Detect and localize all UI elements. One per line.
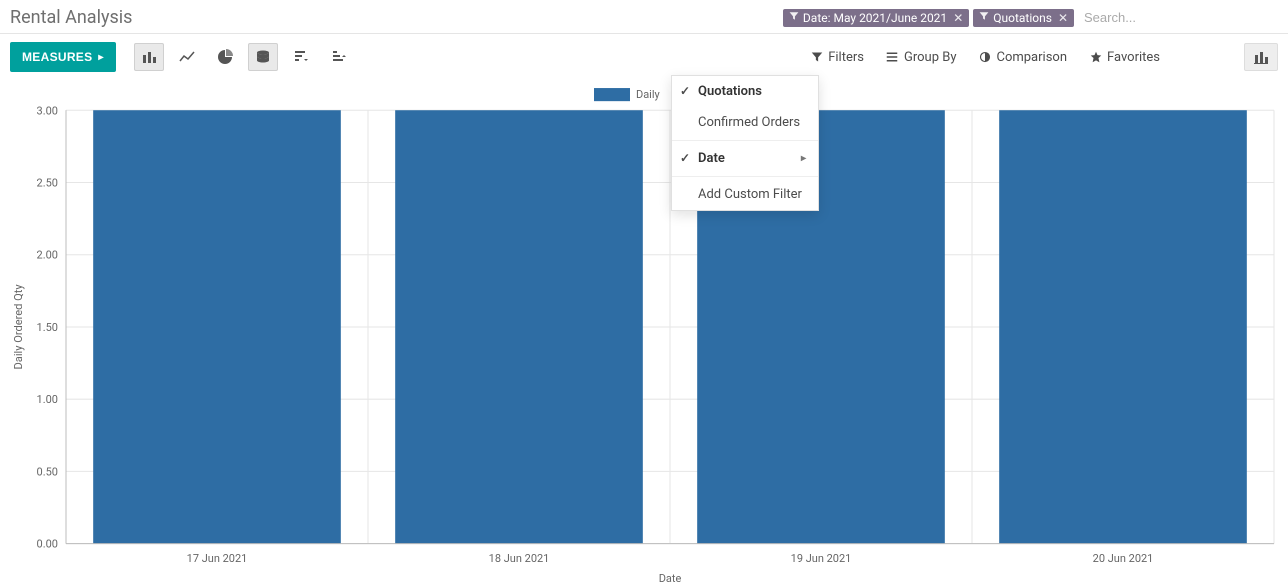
svg-text:2.00: 2.00 <box>37 249 58 262</box>
filters-label: Filters <box>828 50 864 65</box>
comparison-nav[interactable]: Comparison <box>978 50 1067 65</box>
dd-item-label: Date <box>698 151 725 166</box>
dd-item-label: Add Custom Filter <box>698 187 802 202</box>
bar-chart-button[interactable] <box>134 43 164 71</box>
toolbar-row: MEASURES ▸ Filters <box>0 34 1288 80</box>
star-icon <box>1089 51 1102 64</box>
svg-text:17 Jun 2021: 17 Jun 2021 <box>187 552 248 565</box>
search-tags: Date: May 2021/June 2021 ✕ Quotations ✕ <box>783 6 1278 29</box>
group-by-label: Group By <box>904 50 957 65</box>
svg-text:0.50: 0.50 <box>37 465 58 478</box>
divider <box>672 140 818 141</box>
view-nav: Filters Group By Comparison Favorites <box>810 43 1278 71</box>
favorites-label: Favorites <box>1107 50 1160 65</box>
chart-type-buttons <box>134 43 354 71</box>
svg-text:18 Jun 2021: 18 Jun 2021 <box>489 552 550 565</box>
svg-text:20 Jun 2021: 20 Jun 2021 <box>1093 552 1154 565</box>
close-icon[interactable]: ✕ <box>951 11 965 25</box>
group-by-nav[interactable]: Group By <box>886 50 957 65</box>
measures-button[interactable]: MEASURES ▸ <box>10 42 116 72</box>
dd-item-add-custom-filter[interactable]: Add Custom Filter <box>672 179 818 210</box>
filter-icon <box>789 11 799 24</box>
svg-text:0.00: 0.00 <box>37 538 58 551</box>
chevron-right-icon: ▸ <box>98 52 103 63</box>
filters-nav[interactable]: Filters <box>810 50 864 65</box>
bar-chart-svg: Daily 0.00 0.50 1.00 1.50 2.00 2.50 3.00 17 Jun … <box>8 82 1280 586</box>
filter-icon <box>979 11 989 24</box>
svg-text:1.50: 1.50 <box>37 321 58 334</box>
line-chart-button[interactable] <box>172 43 202 71</box>
filter-tag-date[interactable]: Date: May 2021/June 2021 ✕ <box>783 9 969 27</box>
divider <box>672 176 818 177</box>
comparison-label: Comparison <box>996 50 1067 65</box>
list-icon <box>886 51 899 64</box>
close-icon[interactable]: ✕ <box>1056 11 1070 25</box>
dd-item-label: Confirmed Orders <box>698 115 800 130</box>
filter-tag-label: Quotations <box>993 11 1052 25</box>
chevron-right-icon: ▸ <box>801 153 806 164</box>
bar-view-button[interactable] <box>1244 43 1278 71</box>
svg-text:3.00: 3.00 <box>37 104 58 117</box>
svg-text:2.50: 2.50 <box>37 176 58 189</box>
favorites-nav[interactable]: Favorites <box>1089 50 1160 65</box>
dd-item-date[interactable]: Date ▸ <box>672 143 818 174</box>
svg-text:Daily: Daily <box>636 88 661 101</box>
header-row: Rental Analysis Date: May 2021/June 2021… <box>0 0 1288 34</box>
filter-icon <box>810 51 823 64</box>
stack-chart-button[interactable] <box>248 43 278 71</box>
pie-chart-button[interactable] <box>210 43 240 71</box>
sort-asc-button[interactable] <box>324 43 354 71</box>
search-input[interactable] <box>1078 6 1278 29</box>
dd-item-confirmed-orders[interactable]: Confirmed Orders <box>672 107 818 138</box>
filter-tag-quotations[interactable]: Quotations ✕ <box>973 9 1074 27</box>
comparison-icon <box>978 51 991 64</box>
filters-dropdown: Quotations Confirmed Orders Date ▸ Add C… <box>671 75 819 211</box>
svg-text:Daily Ordered Qty: Daily Ordered Qty <box>12 284 25 370</box>
svg-text:1.00: 1.00 <box>37 393 58 406</box>
filter-tag-label: Date: May 2021/June 2021 <box>803 11 947 25</box>
page-title: Rental Analysis <box>10 7 132 28</box>
dd-item-label: Quotations <box>698 84 762 99</box>
measures-label: MEASURES <box>22 50 92 64</box>
sort-desc-button[interactable] <box>286 43 316 71</box>
dd-item-quotations[interactable]: Quotations <box>672 76 818 107</box>
svg-text:19 Jun 2021: 19 Jun 2021 <box>791 552 852 565</box>
chart: Daily 0.00 0.50 1.00 1.50 2.00 2.50 3.00 17 Jun … <box>0 82 1288 586</box>
svg-text:Date: Date <box>659 572 682 585</box>
